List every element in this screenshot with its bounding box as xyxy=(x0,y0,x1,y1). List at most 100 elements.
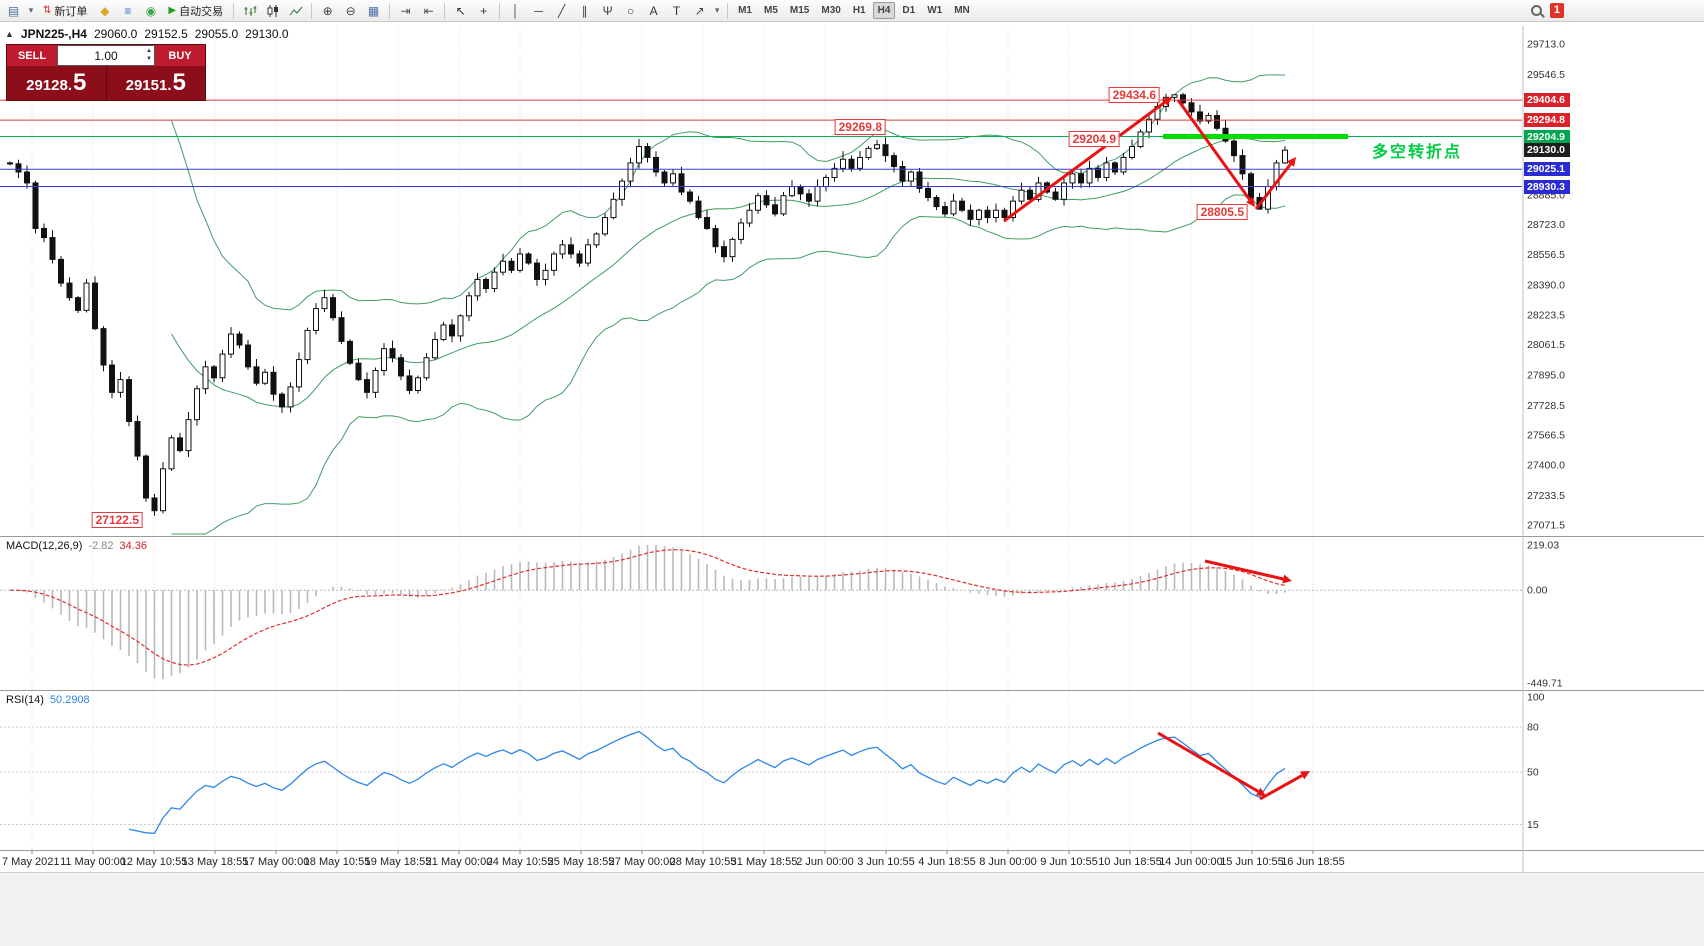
search-icon[interactable] xyxy=(1530,5,1542,16)
cursor-icon[interactable]: ↖ xyxy=(455,3,466,18)
trendline-icon[interactable]: ╱ xyxy=(557,3,566,18)
metaeditor-icon[interactable]: ◆ xyxy=(100,3,110,18)
timeframe-button-H1[interactable]: H1 xyxy=(852,5,866,16)
svg-text:3 Jun 10:55: 3 Jun 10:55 xyxy=(857,856,915,868)
toolbar-right-group: 1 xyxy=(1530,3,1564,18)
community-icon[interactable]: ◉ xyxy=(145,3,157,18)
chart-dropdown-icon[interactable]: ▾ xyxy=(28,5,34,15)
arrow-tool-icon[interactable]: ↗ xyxy=(694,3,705,18)
market-watch-icon[interactable]: ≡ xyxy=(124,3,132,18)
chart-shift-icon[interactable]: ⇤ xyxy=(423,3,434,18)
bar-chart-icon[interactable] xyxy=(239,2,260,20)
volume-up-button[interactable]: ▲ xyxy=(146,48,152,54)
axis-price-box: 29204.9 xyxy=(1524,129,1570,144)
price-callout[interactable]: 29269.8 xyxy=(834,119,886,135)
objects-dropdown-icon[interactable]: ▾ xyxy=(714,5,720,15)
crosshair-icon[interactable]: + xyxy=(480,3,488,18)
svg-text:13 May 18:55: 13 May 18:55 xyxy=(182,856,249,868)
svg-text:29713.0: 29713.0 xyxy=(1527,39,1565,51)
price-callout[interactable]: 29434.6 xyxy=(1108,87,1160,103)
candlestick-chart-icon[interactable] xyxy=(262,2,283,20)
svg-text:9 Jun 10:55: 9 Jun 10:55 xyxy=(1040,856,1098,868)
toolbar-separator xyxy=(499,2,501,19)
axis-price-box: 28930.3 xyxy=(1524,179,1570,194)
zoom-out-icon[interactable]: ⊖ xyxy=(345,3,356,18)
rsi-name: RSI(14) xyxy=(6,694,44,706)
price-axis-labels: 29713.029546.528885.028723.028556.528390… xyxy=(1527,39,1565,532)
svg-text:29546.5: 29546.5 xyxy=(1527,69,1565,81)
svg-text:19 May 18:55: 19 May 18:55 xyxy=(365,856,432,868)
svg-text:12 May 10:55: 12 May 10:55 xyxy=(121,856,188,868)
andrews-pitchfork-icon[interactable]: Ψ xyxy=(602,3,613,18)
axis-price-box: 29294.8 xyxy=(1524,113,1570,128)
volume-input[interactable]: 1.00 ▲ ▼ xyxy=(57,45,155,66)
buy-price-display: 29151. 5 xyxy=(107,66,206,100)
svg-text:-449.71: -449.71 xyxy=(1527,678,1563,690)
macd-value-signal: 34.36 xyxy=(119,540,148,552)
price-callout[interactable]: 28805.5 xyxy=(1196,204,1248,220)
label-tool-icon[interactable]: T xyxy=(672,3,681,18)
timeframe-button-W1[interactable]: W1 xyxy=(927,5,943,16)
new-order-button-icon: ⇅ xyxy=(43,5,52,16)
timeframe-button-M30[interactable]: M30 xyxy=(821,5,841,16)
svg-text:15: 15 xyxy=(1527,819,1539,831)
text-tool-icon[interactable]: A xyxy=(649,3,658,18)
price-callout[interactable]: 27122.5 xyxy=(91,512,143,528)
svg-text:17 May 00:00: 17 May 00:00 xyxy=(243,856,310,868)
tile-windows-icon[interactable]: ▦ xyxy=(367,3,380,18)
svg-text:50: 50 xyxy=(1527,767,1539,779)
axis-price-box: 29130.0 xyxy=(1524,143,1570,158)
svg-text:4 Jun 18:55: 4 Jun 18:55 xyxy=(918,856,976,868)
level-lines xyxy=(0,99,1522,188)
axis-price-box: 29025.1 xyxy=(1524,162,1570,177)
svg-text:24 May 10:55: 24 May 10:55 xyxy=(487,856,554,868)
svg-text:27 May 00:00: 27 May 00:00 xyxy=(609,856,676,868)
timeframe-button-D1[interactable]: D1 xyxy=(902,5,916,16)
svg-text:10 Jun 18:55: 10 Jun 18:55 xyxy=(1098,856,1162,868)
notification-badge[interactable]: 1 xyxy=(1549,3,1564,18)
line-chart-icon[interactable] xyxy=(285,2,306,20)
new-chart-icon[interactable]: ▤ xyxy=(7,3,20,18)
svg-text:31 May 18:55: 31 May 18:55 xyxy=(731,856,798,868)
timeframe-button-M1[interactable]: M1 xyxy=(738,5,752,16)
turning-point-annotation[interactable]: 多空转折点 xyxy=(1372,144,1463,161)
sell-price-int: 29128. xyxy=(26,77,73,94)
svg-text:28 May 10:55: 28 May 10:55 xyxy=(670,856,737,868)
toolbar-separator xyxy=(389,2,391,19)
candles xyxy=(7,92,1288,516)
rsi-line xyxy=(128,730,1286,835)
svg-text:28723.0: 28723.0 xyxy=(1527,219,1565,231)
sell-button[interactable]: SELL xyxy=(7,45,57,66)
buy-button[interactable]: BUY xyxy=(155,45,205,66)
timeframe-button-MN[interactable]: MN xyxy=(954,5,970,16)
equidistant-channel-icon[interactable]: ∥ xyxy=(581,3,588,18)
volume-value: 1.00 xyxy=(94,48,118,63)
collapse-panel-icon[interactable]: ▲ xyxy=(5,29,14,39)
auto-scroll-icon[interactable]: ⇥ xyxy=(400,3,411,18)
svg-text:28556.5: 28556.5 xyxy=(1527,249,1565,261)
timeframe-button-M5[interactable]: M5 xyxy=(764,5,778,16)
macd-axis-labels: 219.03 0.00 -449.71 xyxy=(1527,540,1563,690)
new-order-button[interactable]: ⇅ 新订单 xyxy=(38,2,92,20)
svg-text:28223.5: 28223.5 xyxy=(1527,310,1565,322)
timeframe-button-H4[interactable]: H4 xyxy=(872,2,896,19)
svg-text:27566.5: 27566.5 xyxy=(1527,429,1565,441)
vertical-line-icon[interactable]: │ xyxy=(511,3,520,18)
horizontal-line-icon[interactable]: ─ xyxy=(534,3,543,18)
ellipse-tool-icon[interactable]: ○ xyxy=(626,3,635,18)
ohlc-open: 29060.0 xyxy=(93,27,138,41)
svg-text:0.00: 0.00 xyxy=(1527,585,1548,597)
price-callout[interactable]: 29204.9 xyxy=(1068,131,1120,147)
timeframe-button-M15[interactable]: M15 xyxy=(789,5,810,16)
svg-text:25 May 18:55: 25 May 18:55 xyxy=(548,856,615,868)
algo-trading-button[interactable]: ▶ 自动交易 xyxy=(163,2,228,20)
macd-signal-line xyxy=(9,549,1286,666)
ohlc-close: 29130.0 xyxy=(245,27,289,41)
buy-price-pip: 5 xyxy=(172,69,186,96)
zoom-in-icon[interactable]: ⊕ xyxy=(322,3,333,18)
bottom-area xyxy=(0,872,1704,946)
svg-text:8 Jun 00:00: 8 Jun 00:00 xyxy=(979,856,1037,868)
chart-ohlc-header: ▲ JPN225-,H4 29060.0 29152.5 29055.0 291… xyxy=(5,27,289,41)
volume-down-button[interactable]: ▼ xyxy=(146,56,152,62)
